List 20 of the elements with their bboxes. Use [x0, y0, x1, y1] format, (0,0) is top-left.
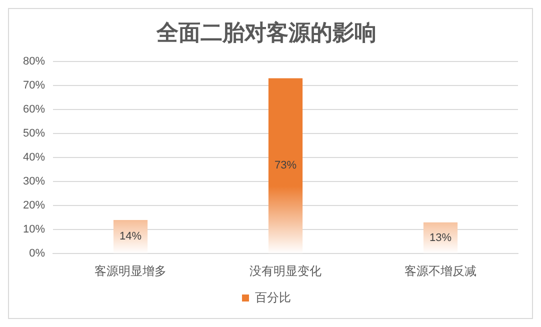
data-label: 14% — [120, 230, 142, 243]
x-tick-label: 没有明显变化 — [250, 264, 322, 278]
y-tick-label: 40% — [22, 152, 46, 164]
bar — [113, 220, 148, 254]
data-label: 73% — [274, 160, 297, 172]
y-tick-label: 20% — [22, 200, 46, 212]
y-tick-label: 30% — [22, 176, 46, 188]
chart-title: 全面二胎对客源的影响 — [156, 20, 376, 46]
bar — [268, 78, 303, 254]
bar — [423, 222, 458, 254]
x-tick-label: 客源不增反减 — [404, 264, 477, 278]
x-tick-label: 客源明显增多 — [94, 264, 167, 278]
y-tick-label: 0% — [29, 248, 46, 260]
y-tick-label: 80% — [22, 55, 46, 68]
legend-label: 百分比 — [255, 290, 291, 304]
y-tick-label: 10% — [22, 224, 46, 236]
y-tick-label: 60% — [22, 103, 46, 116]
y-tick-label: 70% — [22, 79, 46, 92]
y-tick-label: 50% — [22, 128, 46, 140]
data-label: 13% — [429, 232, 452, 244]
